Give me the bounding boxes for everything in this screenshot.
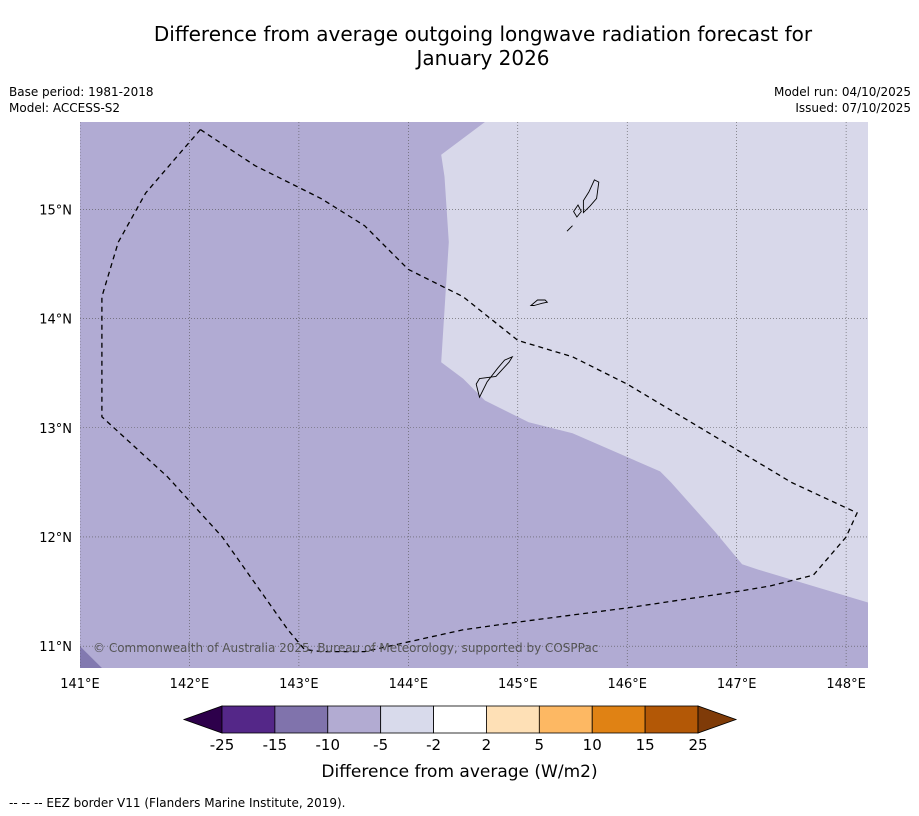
colorbar-tick: 10 [582, 736, 602, 754]
colorbar-tick: 25 [688, 736, 708, 754]
model-run: Model run: 04/10/2025 [773, 85, 911, 99]
lat-tick-label: 13°N [39, 422, 72, 437]
island-outline [566, 225, 573, 232]
model-name: Model: ACCESS-S2 [9, 101, 121, 115]
colorbar-segment [380, 705, 434, 734]
meta-left: Base period: 1981-2018 Model: ACCESS-S2 [9, 84, 154, 116]
colorbar-tick: 15 [635, 736, 655, 754]
lat-tick-label: 12°N [39, 531, 72, 546]
lat-tick-label: 14°N [39, 313, 72, 328]
lon-tick-label: 147°E [717, 677, 757, 692]
lon-tick-label: 145°E [498, 677, 538, 692]
colorbar-segment [538, 705, 593, 734]
colorbar-segment [644, 705, 699, 734]
colorbar-tick: -15 [262, 736, 288, 754]
colorbar-label: Difference from average (W/m2) [321, 762, 598, 782]
lon-tick-label: 142°E [170, 677, 210, 692]
colorbar-segment [221, 705, 276, 734]
colorbar-tick: 5 [534, 736, 545, 754]
eez-footnote: -- -- -- EEZ border V11 (Flanders Marine… [9, 796, 346, 810]
meta-right: Model run: 04/10/2025 Issued: 07/10/2025 [774, 84, 911, 116]
eez-border [101, 129, 858, 653]
lon-tick-label: 143°E [279, 677, 319, 692]
copyright-notice: © Commonwealth of Australia 2025, Bureau… [93, 641, 599, 655]
island-outline [475, 355, 514, 399]
colorbar-tick: -2 [426, 736, 442, 754]
island-outline [529, 299, 549, 306]
map-layer [80, 122, 868, 668]
colorbar [182, 705, 738, 734]
colorbar-extend-high [697, 705, 738, 734]
lon-tick-label: 141°E [60, 677, 100, 692]
anomaly-fill-light-region [441, 122, 868, 603]
colorbar-segment [274, 705, 329, 734]
colorbar-tick: -25 [209, 736, 235, 754]
lon-tick-label: 148°E [826, 677, 866, 692]
title-line-2: January 2026 [416, 46, 550, 70]
anomaly-fill-corner-region [80, 646, 102, 668]
island-outline [573, 204, 582, 218]
lon-tick-label: 146°E [607, 677, 647, 692]
colorbar-tick: 2 [481, 736, 492, 754]
colorbar-tick: -5 [373, 736, 389, 754]
lon-tick-label: 144°E [389, 677, 429, 692]
lat-tick-label: 15°N [39, 203, 72, 218]
chart-title: Difference from average outgoing longwav… [40, 22, 919, 70]
colorbar-segment [327, 705, 382, 734]
colorbar-tick: -10 [315, 736, 341, 754]
colorbar-segment [486, 705, 540, 734]
axes-layer: 141°E 142°E 143°E 144°E 145°E 146°E 147°E 148°E… [39, 203, 866, 692]
colorbar-segment [591, 705, 646, 734]
colorbar-segment [433, 705, 487, 734]
colorbar-tick-labels: -25 -15 -10 -5 -2 2 5 10 15 25 [0, 736, 919, 756]
island-outline [582, 179, 600, 214]
lat-tick-label: 11°N [39, 640, 72, 655]
title-line-1: Difference from average outgoing longwav… [153, 22, 813, 46]
base-period: Base period: 1981-2018 [9, 85, 154, 99]
map-plot-area [80, 122, 868, 668]
issued-date: Issued: 07/10/2025 [795, 101, 911, 115]
colorbar-extend-low [182, 705, 223, 734]
